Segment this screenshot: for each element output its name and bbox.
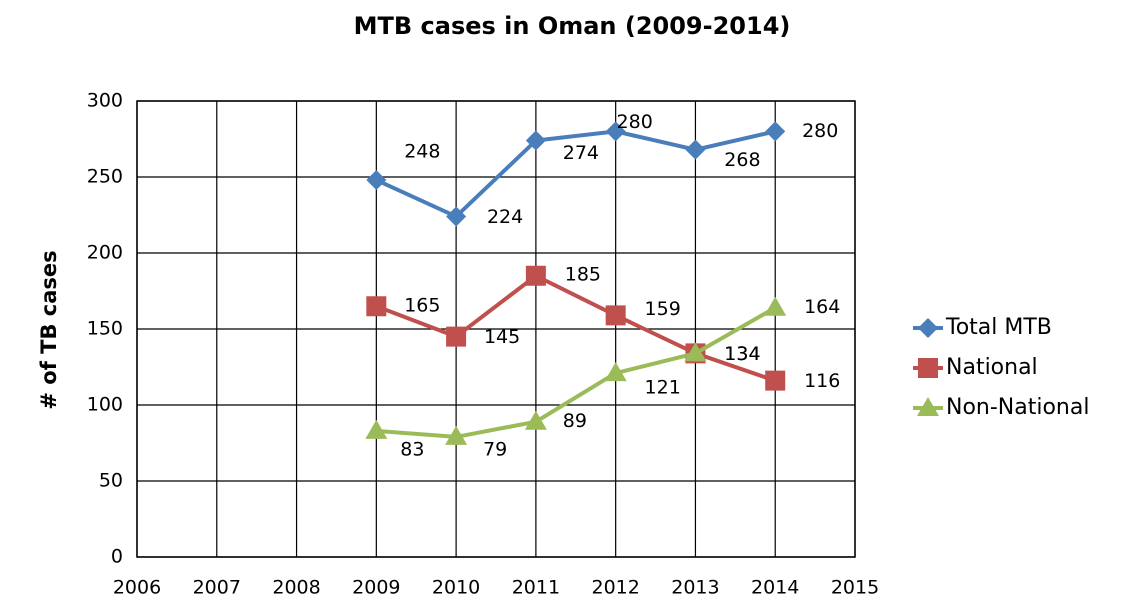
- data-label: 145: [484, 326, 520, 348]
- marker: [365, 419, 388, 439]
- data-label: 79: [483, 438, 507, 460]
- data-label: 83: [400, 438, 424, 460]
- y-tick-label: 250: [87, 166, 123, 188]
- y-tick-label: 100: [87, 394, 123, 416]
- marker: [764, 296, 787, 316]
- x-tick-label: 2007: [193, 577, 241, 599]
- plot-border: [136, 100, 856, 558]
- marker: [525, 265, 546, 286]
- legend-label: Non-National: [946, 395, 1089, 420]
- data-label: 280: [617, 111, 653, 133]
- series-line: [375, 273, 776, 383]
- marker: [684, 342, 707, 362]
- marker: [918, 318, 938, 338]
- marker: [446, 326, 467, 347]
- chart-title: MTB cases in Oman (2009-2014): [354, 12, 791, 40]
- x-tick-label: 2008: [272, 577, 320, 599]
- x-tick-label: 2013: [671, 577, 719, 599]
- y-tick-label: 0: [111, 546, 123, 568]
- data-label: 116: [804, 370, 840, 392]
- marker: [605, 305, 626, 326]
- data-label: 185: [565, 263, 601, 285]
- marker: [524, 410, 547, 430]
- marker: [918, 358, 938, 378]
- series-line: [375, 129, 776, 219]
- y-tick-label: 300: [87, 90, 123, 112]
- data-label: 164: [804, 296, 840, 318]
- legend-label: National: [946, 355, 1038, 380]
- data-label: 134: [724, 343, 760, 365]
- y-axis-label: # of TB cases: [37, 250, 61, 409]
- data-label: 134: [724, 343, 760, 365]
- marker: [445, 425, 468, 445]
- x-tick-label: 2009: [352, 577, 400, 599]
- data-label: 159: [645, 298, 681, 320]
- x-tick-label: 2015: [831, 577, 879, 599]
- marker: [366, 170, 387, 191]
- legend-label: Total MTB: [945, 315, 1052, 340]
- data-label: 89: [563, 410, 587, 432]
- marker: [366, 296, 387, 317]
- marker: [765, 370, 786, 391]
- marker: [604, 362, 627, 382]
- y-tick-label: 200: [87, 242, 123, 264]
- series-line: [376, 305, 777, 439]
- x-tick-label: 2014: [751, 577, 799, 599]
- data-label: 280: [802, 120, 838, 142]
- data-label: 165: [404, 295, 440, 317]
- data-label: 121: [645, 377, 681, 399]
- x-tick-label: 2011: [512, 577, 560, 599]
- data-label: 248: [404, 141, 440, 163]
- marker: [525, 130, 546, 151]
- y-tick-label: 50: [99, 470, 123, 492]
- marker: [917, 397, 939, 416]
- data-label: 224: [487, 206, 523, 228]
- marker: [605, 121, 626, 142]
- data-label: 268: [724, 149, 760, 171]
- data-label: 274: [563, 142, 599, 164]
- x-tick-label: 2006: [113, 577, 161, 599]
- marker: [685, 139, 706, 160]
- marker: [765, 121, 786, 142]
- x-tick-label: 2010: [432, 577, 480, 599]
- marker: [446, 206, 467, 227]
- x-tick-label: 2012: [591, 577, 639, 599]
- y-tick-label: 150: [87, 318, 123, 340]
